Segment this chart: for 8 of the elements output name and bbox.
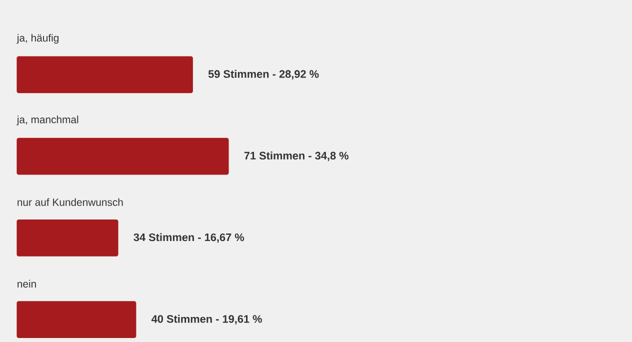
data-label: 34 Stimmen - 16,67 % bbox=[134, 232, 244, 243]
data-label: 59 Stimmen - 28,92 % bbox=[208, 70, 319, 80]
y-tick-label: ja, manchmal bbox=[16, 115, 78, 126]
data-label: 71 Stimmen - 34,8 % bbox=[244, 151, 349, 161]
y-tick-label: ja, häufig bbox=[16, 34, 58, 44]
y-tick-label: nur auf Kundenwunsch bbox=[18, 198, 123, 206]
data-label: 40 Stimmen - 19,61 % bbox=[151, 314, 262, 324]
y-tick-label: nein bbox=[18, 280, 36, 288]
